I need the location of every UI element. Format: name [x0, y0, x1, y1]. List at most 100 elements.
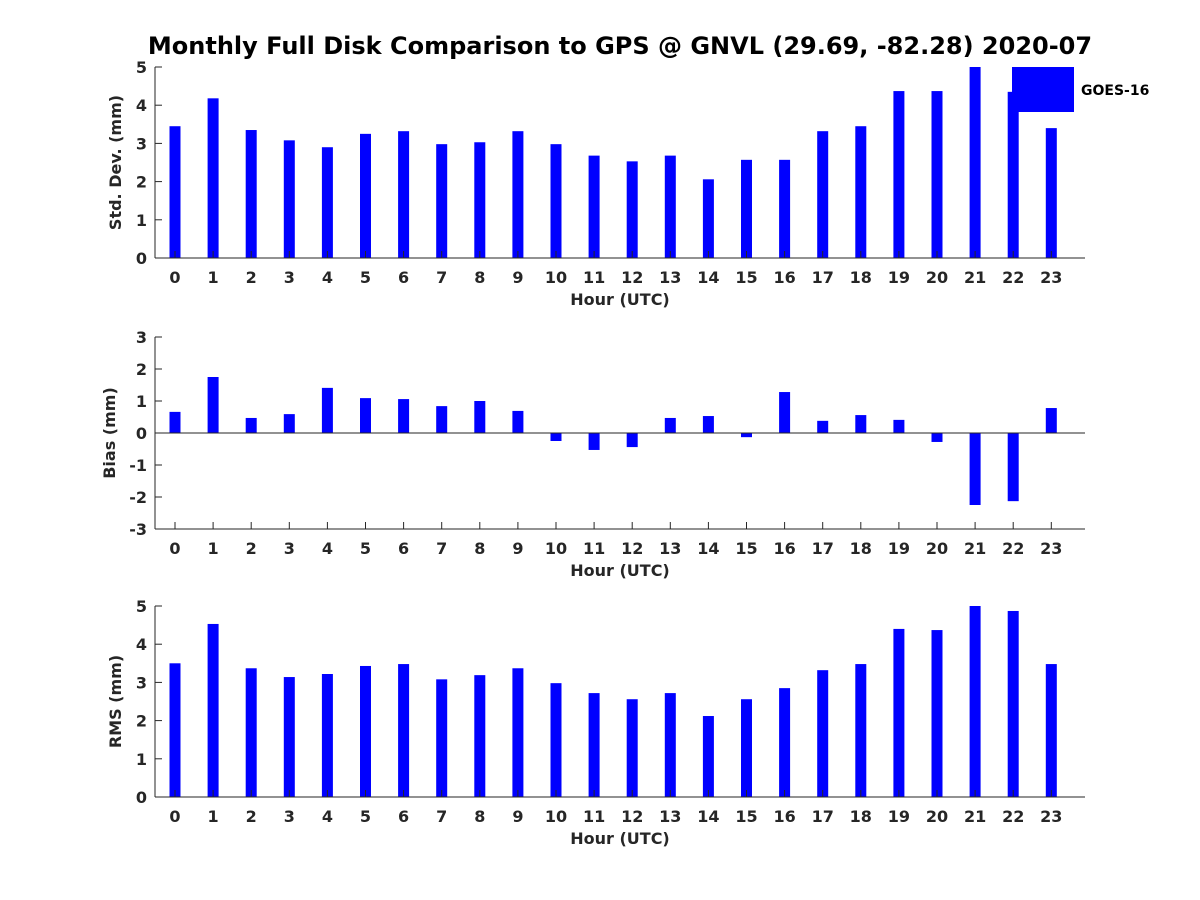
bar-hour-1 [207, 623, 219, 797]
y-tick-label: 4 [136, 96, 147, 115]
bar-hour-11 [588, 155, 600, 258]
x-tick-label: 12 [621, 807, 643, 826]
bar-hour-3 [283, 140, 295, 258]
x-tick-label: 0 [169, 807, 180, 826]
bar-hour-14 [702, 416, 714, 433]
bar-hour-23 [1045, 408, 1057, 433]
bar-hour-13 [664, 155, 676, 258]
bar-hour-4 [321, 147, 333, 258]
y-tick-label: 3 [136, 134, 147, 153]
bar-hour-3 [283, 414, 295, 433]
bar-hour-18 [855, 664, 867, 797]
y-axis-label: RMS (mm) [106, 655, 125, 748]
x-axis-label: Hour (UTC) [570, 829, 670, 848]
y-tick-label: -3 [129, 520, 147, 539]
bar-hour-2 [245, 668, 257, 797]
x-tick-label: 5 [360, 539, 371, 558]
bar-hour-4 [321, 674, 333, 797]
bars [169, 67, 1057, 259]
x-tick-label: 21 [964, 807, 986, 826]
y-tick-label: 3 [136, 328, 147, 347]
x-tick-label: 23 [1040, 268, 1062, 287]
x-tick-label: 11 [583, 807, 605, 826]
bar-hour-2 [245, 130, 257, 258]
bar-hour-23 [1045, 664, 1057, 797]
y-tick-label: 5 [136, 597, 147, 616]
bar-hour-12 [626, 699, 638, 797]
x-tick-label: 17 [812, 539, 834, 558]
bar-hour-7 [436, 679, 448, 797]
x-tick-label: 2 [246, 807, 257, 826]
x-tick-label: 17 [812, 268, 834, 287]
x-tick-label: 17 [812, 807, 834, 826]
x-tick-label: 9 [512, 807, 523, 826]
x-tick-label: 9 [512, 539, 523, 558]
x-tick-label: 3 [284, 807, 295, 826]
bar-hour-16 [779, 159, 791, 258]
x-tick-label: 13 [659, 539, 681, 558]
bar-hour-19 [893, 419, 905, 433]
bar-hour-8 [474, 142, 486, 258]
x-tick-label: 16 [773, 539, 795, 558]
x-axis-label: Hour (UTC) [570, 561, 670, 580]
bar-hour-15 [741, 699, 752, 797]
x-tick-label: 7 [436, 268, 447, 287]
x-tick-label: 21 [964, 268, 986, 287]
x-tick-label: 14 [697, 807, 719, 826]
x-tick-label: 2 [246, 539, 257, 558]
x-tick-label: 23 [1040, 807, 1062, 826]
bars [169, 377, 1057, 505]
bar-hour-6 [398, 131, 410, 258]
x-tick-label: 15 [735, 807, 757, 826]
x-tick-label: 22 [1002, 539, 1024, 558]
bar-hour-19 [893, 91, 905, 258]
bar-hour-23 [1045, 128, 1057, 258]
x-axis-label: Hour (UTC) [570, 290, 670, 309]
bar-hour-5 [360, 398, 371, 433]
x-tick-label: 20 [926, 539, 948, 558]
bars [169, 606, 1057, 797]
x-tick-label: 10 [545, 807, 567, 826]
x-tick-label: 3 [284, 539, 295, 558]
x-tick-label: 7 [436, 807, 447, 826]
bar-hour-17 [817, 670, 829, 797]
bar-hour-7 [436, 406, 448, 433]
y-tick-label: 1 [136, 750, 147, 769]
y-axis-label: Std. Dev. (mm) [106, 95, 125, 230]
y-tick-label: -2 [129, 488, 147, 507]
x-tick-label: 3 [284, 268, 295, 287]
bar-hour-15 [741, 433, 752, 438]
bar-hour-2 [245, 417, 257, 433]
bar-hour-12 [626, 433, 638, 448]
bar-hour-14 [702, 179, 714, 258]
bar-hour-18 [855, 126, 867, 259]
y-tick-label: 4 [136, 635, 147, 654]
x-tick-label: 18 [850, 807, 872, 826]
bar-hour-16 [779, 688, 791, 797]
bar-hour-20 [931, 630, 943, 797]
bar-hour-15 [741, 159, 752, 258]
bar-hour-18 [855, 415, 867, 433]
x-tick-label: 22 [1002, 268, 1024, 287]
legend-swatch-goes-16 [1012, 67, 1074, 112]
bar-hour-3 [283, 677, 295, 797]
x-tick-label: 5 [360, 807, 371, 826]
x-tick-label: 8 [474, 268, 485, 287]
x-tick-label: 4 [322, 539, 333, 558]
bar-hour-20 [931, 91, 943, 258]
x-tick-label: 19 [888, 539, 910, 558]
y-tick-label: 1 [136, 211, 147, 230]
x-tick-label: 1 [208, 539, 219, 558]
bar-hour-1 [207, 377, 219, 433]
bar-hour-0 [169, 411, 181, 433]
y-tick-label: 2 [136, 712, 147, 731]
y-tick-label: 2 [136, 360, 147, 379]
bar-hour-10 [550, 683, 562, 797]
bar-hour-9 [512, 668, 524, 797]
legend-label-goes-16: GOES-16 [1081, 83, 1149, 99]
x-tick-label: 1 [208, 807, 219, 826]
y-tick-label: -1 [129, 456, 147, 475]
